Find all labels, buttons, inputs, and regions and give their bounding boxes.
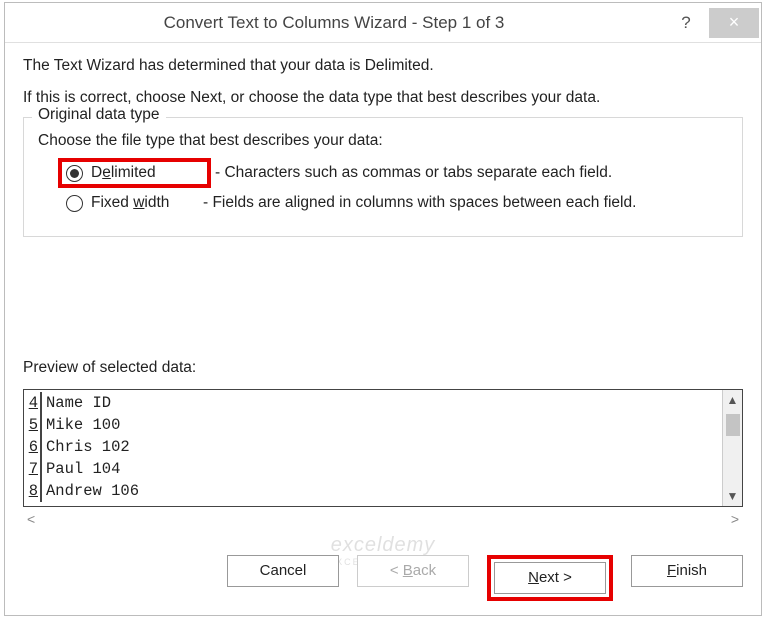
preview-box: 4Name ID 5Mike 100 6Chris 102 7Paul 104 … [23,389,743,507]
scroll-left-icon[interactable]: < [23,511,39,527]
next-highlight: Next > [487,555,613,601]
scroll-thumb[interactable] [726,414,740,436]
preview-row: 6Chris 102 [28,436,722,458]
scroll-up-icon[interactable]: ▲ [723,390,742,410]
next-button[interactable]: Next > [494,562,606,594]
scroll-down-icon[interactable]: ▼ [723,486,742,506]
group-legend: Original data type [32,106,166,124]
radio-fixed-width[interactable] [66,195,83,212]
radio-row-delimited: Delimited - Characters such as commas or… [58,158,728,188]
choose-prompt: Choose the file type that best describes… [38,132,728,150]
description-line-1: The Text Wizard has determined that your… [23,57,743,75]
dialog-body: The Text Wizard has determined that your… [5,43,761,529]
preview-row: 8Andrew 106 [28,480,722,502]
preview-horizontal-scrollbar[interactable]: < > [23,509,743,529]
description-line-2: If this is correct, choose Next, or choo… [23,89,743,107]
preview-row: 7Paul 104 [28,458,722,480]
finish-button[interactable]: Finish [631,555,743,587]
original-data-type-group: Original data type Choose the file type … [23,117,743,237]
cancel-button[interactable]: Cancel [227,555,339,587]
close-button[interactable]: × [709,8,759,38]
help-button[interactable]: ? [663,8,709,38]
preview-row: 4Name ID [28,392,722,414]
radio-delimited-label[interactable]: Delimited [91,164,199,182]
radio-fixed-width-label[interactable]: Fixed width [91,194,199,212]
radio-row-fixed-width: Fixed width - Fields are aligned in colu… [58,194,728,212]
preview-vertical-scrollbar[interactable]: ▲ ▼ [722,390,742,506]
button-row: Cancel < Back Next > Finish [227,555,743,601]
back-button: < Back [357,555,469,587]
preview-content: 4Name ID 5Mike 100 6Chris 102 7Paul 104 … [24,390,722,506]
titlebar: Convert Text to Columns Wizard - Step 1 … [5,3,761,43]
wizard-dialog: Convert Text to Columns Wizard - Step 1 … [4,2,762,616]
scroll-right-icon[interactable]: > [727,511,743,527]
delimited-highlight: Delimited [58,158,211,188]
radio-delimited[interactable] [66,165,83,182]
radio-fixed-width-desc: - Fields are aligned in columns with spa… [203,194,636,212]
preview-label: Preview of selected data: [23,359,743,377]
dialog-title: Convert Text to Columns Wizard - Step 1 … [5,13,663,33]
radio-delimited-desc: - Characters such as commas or tabs sepa… [215,164,612,182]
preview-row: 5Mike 100 [28,414,722,436]
